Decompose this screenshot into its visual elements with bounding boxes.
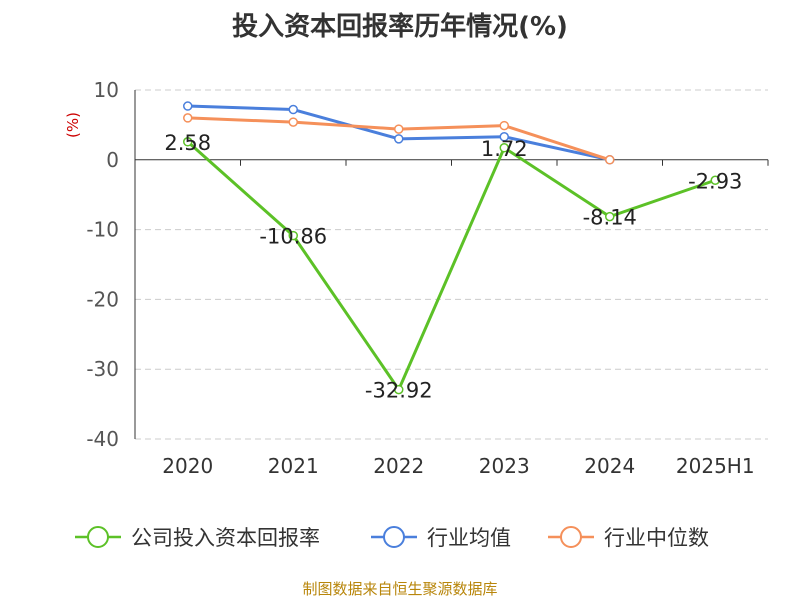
data-label: -8.14 [583, 206, 637, 230]
y-tick-label: -10 [86, 218, 119, 242]
data-label: -10.86 [259, 225, 327, 249]
legend-marker [383, 526, 405, 548]
x-tick-label: 2023 [479, 454, 530, 478]
data-point [288, 117, 298, 127]
y-tick-label: -30 [86, 357, 119, 381]
legend-label: 公司投入资本回报率 [131, 526, 320, 550]
chart-title: 投入资本回报率历年情况(%) [232, 12, 568, 42]
legend-marker [87, 526, 109, 548]
series-line [186, 140, 716, 392]
legend-label: 行业均值 [427, 526, 511, 550]
data-point [394, 124, 404, 134]
data-point [394, 384, 404, 395]
source-footer: 制图数据来自恒生聚源数据库 [302, 580, 498, 598]
x-tick-label: 2025H1 [676, 454, 755, 478]
y-axis-unit-label: (%) [64, 112, 82, 138]
data-point [499, 132, 509, 142]
data-point [605, 211, 615, 222]
y-tick-label: -40 [86, 427, 119, 451]
data-point [183, 113, 193, 123]
x-tick-label: 2022 [373, 454, 424, 478]
data-label: -32.92 [365, 379, 433, 403]
x-tick-label: 2021 [268, 454, 319, 478]
y-tick-label: -20 [86, 287, 119, 311]
legend-marker [560, 526, 582, 548]
data-point [499, 143, 509, 153]
data-point [710, 175, 720, 186]
x-tick-label: 2024 [584, 454, 635, 478]
legend-label: 行业中位数 [604, 526, 709, 550]
data-point [288, 104, 298, 115]
y-tick-label: 0 [106, 148, 119, 172]
data-label: 2.58 [164, 131, 211, 155]
y-tick-label: 10 [94, 78, 119, 102]
data-point [183, 137, 193, 147]
data-point [605, 155, 615, 165]
data-point [499, 120, 509, 131]
data-label: 1.72 [481, 137, 528, 161]
data-point [288, 230, 298, 241]
data-point [183, 101, 193, 111]
x-tick-label: 2020 [162, 454, 213, 478]
data-label: -2.93 [688, 169, 742, 193]
data-point [394, 134, 404, 144]
